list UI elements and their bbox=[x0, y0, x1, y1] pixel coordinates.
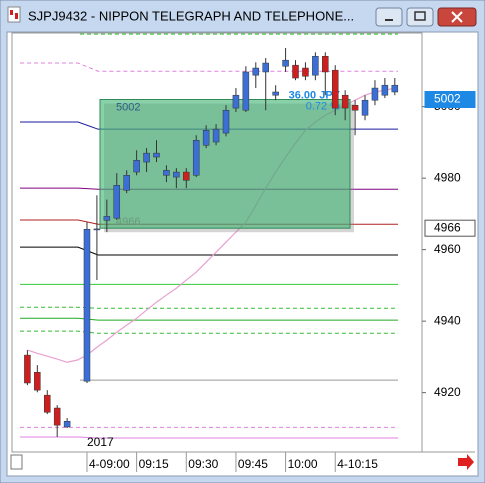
candle-body bbox=[351, 104, 359, 111]
price-marker bbox=[424, 219, 476, 237]
y-tick-label: 4980 bbox=[434, 170, 461, 184]
window-title: SJPJ9432 - NIPPON TELEGRAPH AND TELEPHON… bbox=[28, 8, 354, 23]
candle-body bbox=[103, 216, 111, 221]
y-tick-label: 4960 bbox=[434, 242, 461, 256]
candle-body bbox=[391, 84, 399, 93]
level-line bbox=[20, 436, 398, 439]
level-line bbox=[20, 306, 398, 309]
x-tick-label: 4-09:00 bbox=[89, 457, 130, 471]
candle-body bbox=[232, 94, 240, 109]
candle-body bbox=[262, 62, 269, 73]
window-icon bbox=[7, 6, 21, 23]
candle-body bbox=[272, 91, 279, 96]
x-tick-label: 09:15 bbox=[139, 457, 169, 471]
maximize-icon bbox=[414, 11, 426, 21]
price-marker bbox=[424, 90, 476, 108]
price-marker-label: 5002 bbox=[434, 92, 461, 106]
level-line bbox=[20, 62, 398, 72]
checkbox[interactable] bbox=[10, 454, 23, 470]
candle-body bbox=[93, 228, 101, 231]
candle-body bbox=[381, 84, 389, 96]
scroll-arrow[interactable] bbox=[458, 454, 474, 470]
candle-body bbox=[252, 67, 260, 76]
candle-body bbox=[83, 229, 91, 382]
candle-body bbox=[371, 87, 379, 101]
candle-body bbox=[322, 55, 329, 73]
y-tick-label: 4940 bbox=[434, 313, 461, 327]
candle-body bbox=[143, 152, 150, 163]
level-line bbox=[20, 330, 398, 334]
candle-body bbox=[44, 394, 51, 413]
candle-body bbox=[222, 109, 230, 134]
candle-body bbox=[361, 99, 369, 116]
price-marker-label: 4966 bbox=[434, 220, 461, 234]
window-buttons bbox=[375, 7, 477, 27]
minimize-button[interactable] bbox=[375, 7, 403, 27]
candle-body bbox=[163, 170, 170, 176]
maximize-button[interactable] bbox=[406, 7, 434, 27]
candle-body bbox=[331, 69, 339, 109]
candle-body bbox=[24, 354, 31, 384]
candle-body bbox=[312, 55, 319, 76]
candle-body bbox=[173, 171, 180, 178]
close-icon bbox=[451, 11, 463, 23]
candle-body bbox=[113, 185, 121, 219]
candle-body bbox=[341, 94, 349, 109]
candle-body bbox=[302, 67, 309, 77]
window-icon bbox=[10, 10, 13, 15]
measure-pct-label: 0.72 % bbox=[306, 100, 340, 112]
candle-body bbox=[242, 71, 250, 111]
candle-body bbox=[53, 407, 61, 426]
window-icon bbox=[15, 13, 18, 19]
plot-area bbox=[11, 32, 423, 453]
candle-body bbox=[34, 372, 41, 391]
x-tick-label: 09:45 bbox=[238, 457, 268, 471]
candle-body bbox=[202, 129, 210, 146]
candle-body bbox=[282, 59, 289, 67]
year-label: 2017 bbox=[87, 435, 114, 449]
candle-body bbox=[183, 171, 190, 181]
measure-top-label: 5002 bbox=[116, 101, 140, 113]
candle-body bbox=[133, 160, 140, 173]
candle-body bbox=[153, 152, 160, 158]
minimize-icon bbox=[385, 19, 393, 21]
candle-body bbox=[63, 421, 71, 428]
x-tick-label: 10:00 bbox=[288, 457, 318, 471]
candle-body bbox=[123, 175, 130, 191]
measure-change-label: 36.00 JPY bbox=[289, 89, 341, 101]
x-tick-label: 09:30 bbox=[188, 457, 218, 471]
candle-body bbox=[192, 140, 200, 176]
x-tick-label: 4-10:15 bbox=[337, 457, 378, 471]
measure-bottom-label: 4966 bbox=[116, 216, 140, 228]
y-tick-label: 4920 bbox=[434, 385, 461, 399]
candle-body bbox=[292, 64, 299, 79]
candle-body bbox=[212, 128, 220, 143]
